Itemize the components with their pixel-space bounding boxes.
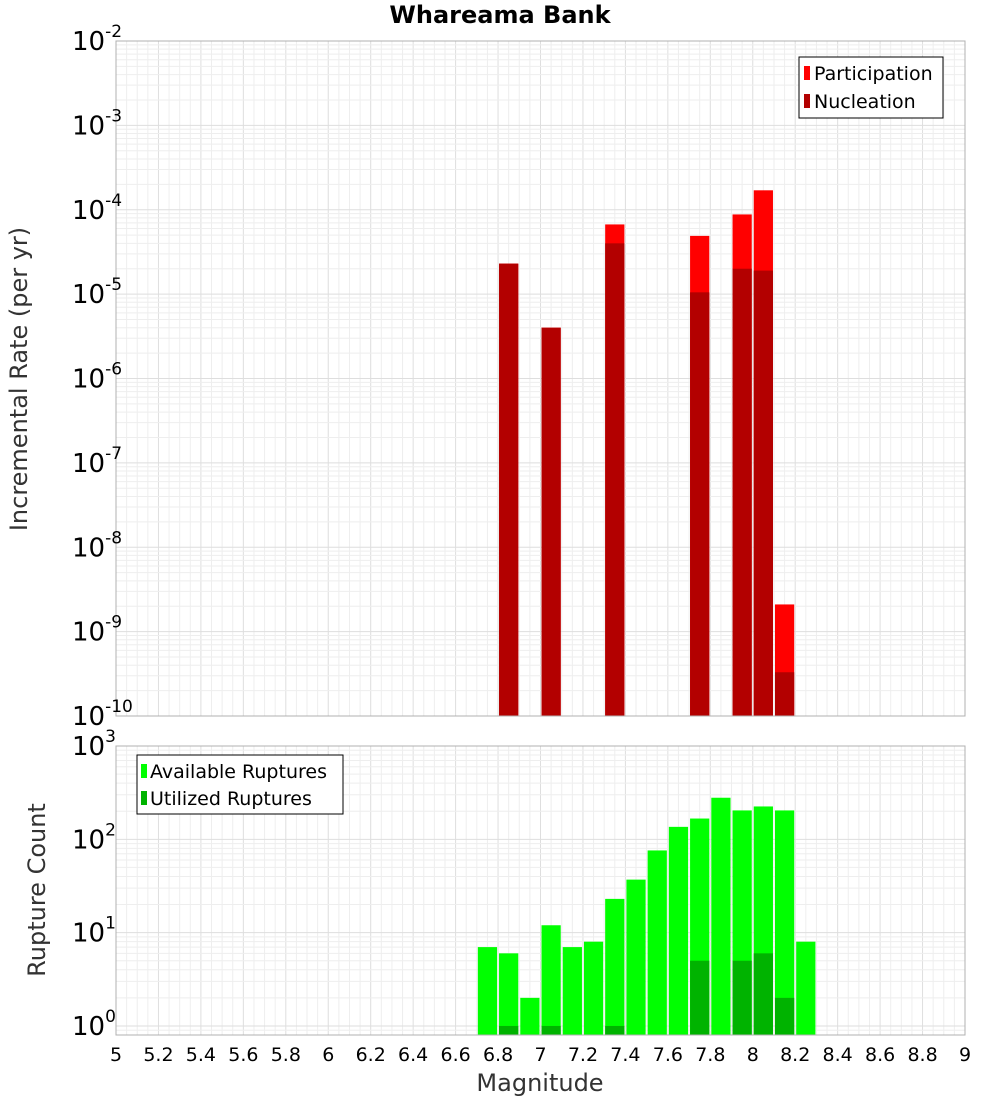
y-tick-label: 10-6 xyxy=(72,360,122,395)
bar-nucleation xyxy=(499,263,519,716)
bar-utilized-ruptures xyxy=(774,997,795,1035)
y-tick-label: 10-3 xyxy=(72,106,122,141)
y-tick-label: 100 xyxy=(72,1007,116,1042)
bottom-y-tick-labels: 103 102 101 100 xyxy=(72,727,116,1042)
x-tick-label: 7.6 xyxy=(653,1044,683,1066)
top-gridlines xyxy=(115,40,966,717)
x-tick-label: 5.2 xyxy=(143,1044,173,1066)
bar-nucleation xyxy=(605,243,625,717)
bar-nucleation xyxy=(732,268,752,716)
bar-available-ruptures xyxy=(477,947,498,1035)
y-tick-label: 10-5 xyxy=(72,275,122,310)
bar-utilized-ruptures xyxy=(753,953,773,1035)
y-tick-label: 10-8 xyxy=(72,528,122,563)
bottom-legend: Available Ruptures Utilized Ruptures xyxy=(136,754,344,815)
x-tick-label: 7 xyxy=(534,1044,546,1066)
x-tick-label: 8.8 xyxy=(907,1044,937,1066)
x-tick-label: 7.2 xyxy=(568,1044,598,1066)
x-tick-label: 8.6 xyxy=(865,1044,895,1066)
legend-swatch-utilized xyxy=(141,791,147,805)
x-tick-label: 5 xyxy=(110,1044,122,1066)
bar-available-ruptures xyxy=(562,947,582,1035)
y-tick-label: 10-4 xyxy=(72,191,122,226)
x-tick-label: 6.8 xyxy=(483,1044,513,1066)
bottom-plot-frame xyxy=(115,745,966,1036)
bar-utilized-ruptures xyxy=(499,1025,519,1035)
bar-utilized-ruptures xyxy=(605,1025,625,1035)
bar-available-ruptures xyxy=(583,941,604,1035)
bar-available-ruptures xyxy=(605,898,625,1035)
x-tick-label: 6.6 xyxy=(440,1044,470,1066)
top-plot-frame xyxy=(115,40,966,717)
x-axis-label: Magnitude xyxy=(476,1069,603,1097)
x-tick-label: 8 xyxy=(747,1044,759,1066)
y-tick-label: 10-9 xyxy=(72,613,122,648)
bar-nucleation xyxy=(774,672,795,716)
bar-nucleation xyxy=(541,327,561,716)
bar-nucleation xyxy=(690,292,710,716)
x-tick-label: 6.4 xyxy=(398,1044,428,1066)
y-tick-label: 103 xyxy=(72,727,116,762)
x-tick-label: 7.8 xyxy=(695,1044,725,1066)
bar-nucleation xyxy=(753,270,773,716)
x-tick-label: 5.8 xyxy=(271,1044,301,1066)
bar-available-ruptures xyxy=(796,941,816,1035)
x-tick-labels: 5 5.2 5.4 5.6 5.8 6 6.2 6.4 6.6 6.8 7 7.2 7.4 7.6 7.8 8… xyxy=(110,1044,971,1066)
bar-available-ruptures xyxy=(647,850,667,1035)
chart-title: Whareama Bank xyxy=(389,1,611,29)
x-tick-label: 5.4 xyxy=(186,1044,216,1066)
legend-label-utilized: Utilized Ruptures xyxy=(150,788,312,810)
legend-label-available: Available Ruptures xyxy=(150,761,327,783)
legend-label-participation: Participation xyxy=(814,63,933,85)
bar-utilized-ruptures xyxy=(732,960,752,1035)
x-tick-label: 6 xyxy=(322,1044,334,1066)
bar-available-ruptures xyxy=(668,826,689,1035)
bar-available-ruptures xyxy=(711,797,731,1035)
y-tick-label: 102 xyxy=(72,820,116,855)
x-tick-label: 6.2 xyxy=(356,1044,386,1066)
top-bars xyxy=(499,190,795,717)
bar-available-ruptures xyxy=(626,879,646,1035)
bar-available-ruptures xyxy=(520,997,540,1035)
y-tick-label: 101 xyxy=(72,914,116,949)
x-tick-label: 9 xyxy=(959,1044,971,1066)
legend-swatch-participation xyxy=(804,66,810,80)
y-tick-label: 10-7 xyxy=(72,444,122,479)
bar-available-ruptures xyxy=(499,953,519,1035)
x-tick-label: 5.6 xyxy=(228,1044,258,1066)
x-tick-label: 7.4 xyxy=(610,1044,640,1066)
bar-utilized-ruptures xyxy=(541,1025,561,1035)
x-tick-label: 8.2 xyxy=(780,1044,810,1066)
top-legend: Participation Nucleation xyxy=(798,56,944,119)
bottom-legend-box xyxy=(136,754,344,815)
top-y-axis-label: Incremental Rate (per yr) xyxy=(5,227,33,531)
legend-swatch-available xyxy=(141,764,147,778)
top-legend-box xyxy=(798,56,944,119)
x-tick-label: 8.4 xyxy=(823,1044,853,1066)
bottom-y-axis-label: Rupture Count xyxy=(23,803,51,977)
y-tick-label: 10-2 xyxy=(72,22,122,57)
bar-utilized-ruptures xyxy=(690,960,710,1035)
top-y-tick-labels: 10-2 10-3 10-4 10-5 10-6 10-7 10-8 10-9 10-10 xyxy=(72,22,133,732)
legend-swatch-nucleation xyxy=(804,94,810,108)
bar-available-ruptures xyxy=(774,810,795,1035)
bar-available-ruptures xyxy=(541,925,561,1035)
bottom-bars xyxy=(477,797,816,1035)
y-tick-label: 10-10 xyxy=(72,697,133,732)
legend-label-nucleation: Nucleation xyxy=(814,91,916,113)
